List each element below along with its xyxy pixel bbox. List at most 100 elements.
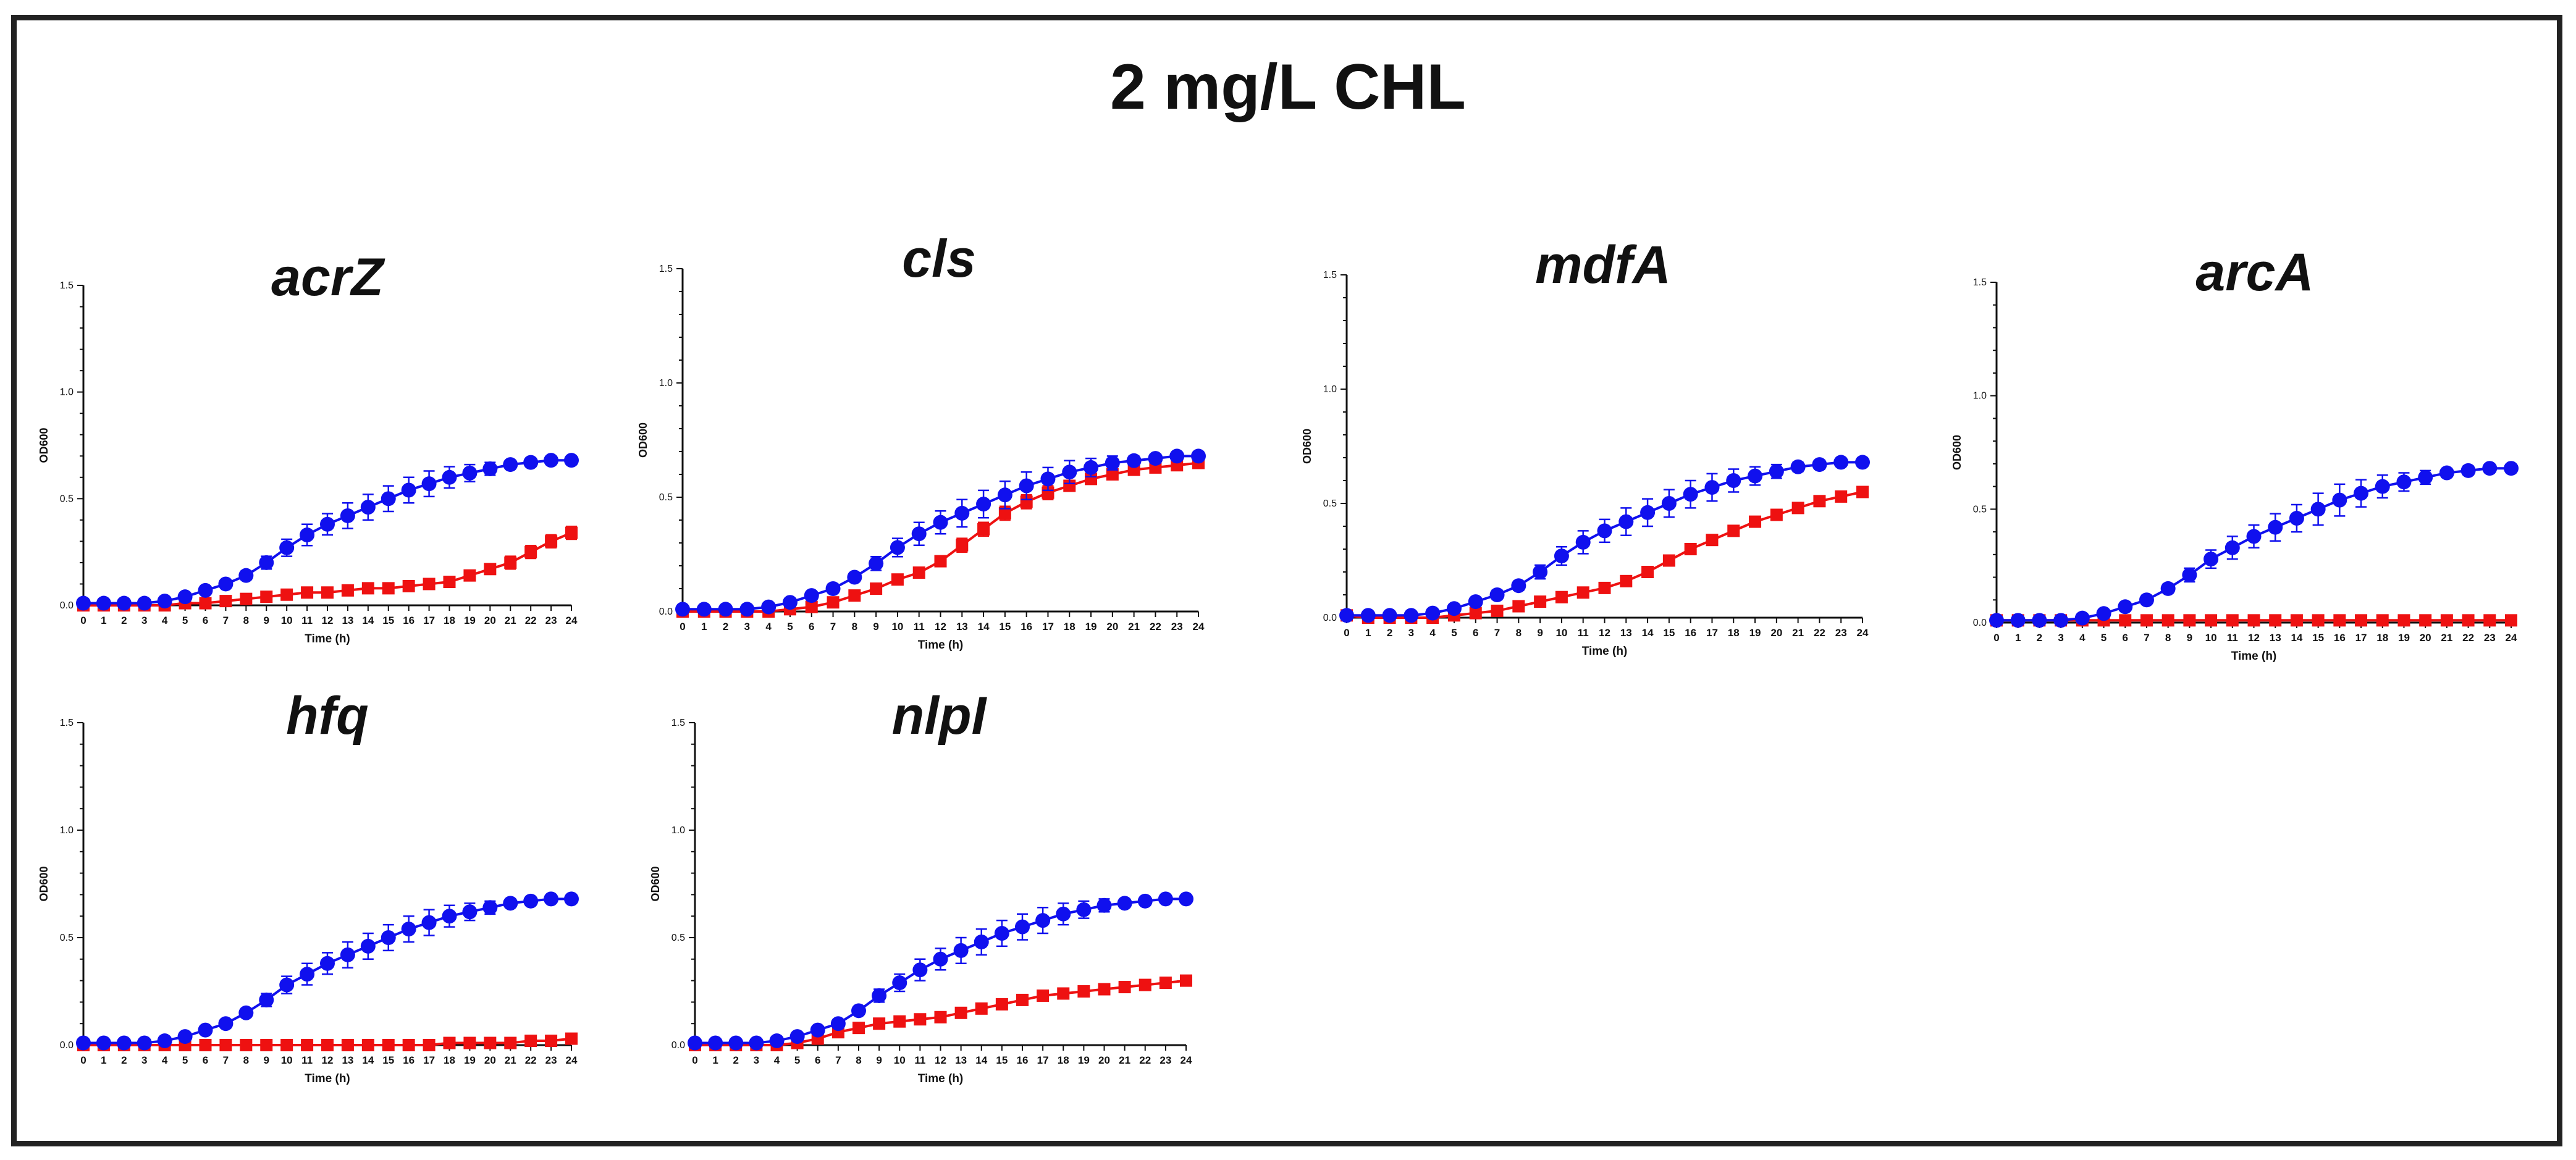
y-tick-label: 0.0 — [659, 607, 673, 617]
data-point-circle — [1661, 496, 1677, 511]
x-axis-title: Time (h) — [305, 633, 350, 645]
data-point-square — [2397, 614, 2410, 627]
x-tick-label: 22 — [1139, 1054, 1151, 1066]
y-tick-label: 1.0 — [1973, 391, 1987, 401]
x-tick-label: 7 — [830, 621, 836, 633]
series-red — [676, 456, 1205, 618]
x-tick-label: 16 — [2334, 632, 2346, 644]
data-point-circle — [2010, 613, 2026, 628]
x-tick-label: 13 — [955, 1054, 967, 1066]
data-point-circle — [462, 465, 478, 481]
data-point-square — [1106, 468, 1119, 481]
data-point-square — [402, 1039, 415, 1051]
x-axis-title: Time (h) — [918, 639, 964, 652]
data-point-circle — [1056, 906, 1071, 922]
x-tick-label: 2 — [723, 621, 728, 633]
data-point-circle — [1533, 565, 1548, 579]
data-point-circle — [116, 1035, 132, 1051]
x-tick-label: 9 — [876, 1054, 882, 1066]
x-tick-label: 15 — [999, 621, 1011, 633]
data-point-square — [1159, 977, 1172, 990]
x-tick-label: 24 — [566, 1054, 578, 1066]
data-point-square — [484, 563, 497, 576]
data-point-circle — [953, 943, 969, 958]
x-tick-label: 5 — [182, 615, 188, 626]
x-tick-label: 5 — [182, 1054, 188, 1066]
data-point-square — [321, 1039, 334, 1051]
x-tick-label: 6 — [1473, 627, 1478, 639]
data-point-circle — [1105, 455, 1120, 471]
data-point-circle — [279, 540, 295, 555]
data-point-square — [1139, 978, 1151, 991]
data-point-square — [873, 1017, 886, 1030]
data-point-square — [565, 1032, 578, 1045]
x-tick-label: 21 — [2441, 632, 2452, 644]
data-point-square — [912, 566, 925, 579]
data-point-circle — [503, 457, 518, 473]
data-point-circle — [1683, 487, 1698, 502]
chart-title: acrZ — [271, 248, 385, 307]
x-tick-label: 20 — [484, 615, 496, 626]
data-point-square — [423, 1039, 436, 1051]
data-point-circle — [2096, 606, 2111, 621]
x-tick-label: 10 — [281, 615, 293, 626]
y-tick-label: 0.0 — [1973, 618, 1987, 628]
y-tick-label: 0.5 — [671, 933, 685, 943]
x-tick-label: 21 — [1792, 627, 1804, 639]
y-tick-label: 1.0 — [60, 825, 74, 836]
y-axis-title: OD600 — [38, 866, 50, 901]
data-point-square — [1835, 490, 1848, 503]
data-point-circle — [442, 469, 457, 485]
y-tick-label: 0.0 — [60, 600, 74, 611]
data-point-square — [1180, 974, 1192, 987]
x-tick-label: 11 — [914, 621, 925, 633]
x-tick-label: 0 — [80, 1054, 86, 1066]
x-tick-label: 5 — [2101, 632, 2107, 644]
y-tick-label: 1.0 — [60, 387, 74, 398]
data-point-square — [199, 1039, 212, 1051]
x-tick-label: 12 — [935, 621, 946, 633]
data-point-circle — [890, 540, 905, 555]
x-tick-label: 23 — [545, 615, 557, 626]
data-point-square — [1016, 993, 1029, 1006]
data-point-circle — [1554, 548, 1569, 564]
data-point-circle — [76, 1035, 91, 1051]
x-tick-label: 9 — [873, 621, 878, 633]
x-tick-label: 9 — [264, 615, 269, 626]
x-tick-label: 10 — [894, 1054, 906, 1066]
data-point-square — [1098, 983, 1111, 996]
data-point-circle — [96, 1035, 111, 1051]
data-point-circle — [769, 1033, 785, 1049]
data-point-circle — [847, 569, 862, 585]
data-point-circle — [523, 893, 539, 909]
data-point-circle — [974, 934, 989, 949]
y-tick-label: 0.5 — [60, 933, 74, 943]
data-point-circle — [911, 526, 927, 542]
data-point-circle — [462, 904, 478, 920]
data-point-circle — [218, 1016, 234, 1032]
data-point-circle — [1446, 601, 1462, 616]
data-point-square — [361, 1039, 374, 1051]
data-point-circle — [1769, 464, 1784, 479]
data-point-circle — [2225, 540, 2240, 555]
x-tick-label: 6 — [203, 1054, 208, 1066]
data-point-circle — [1833, 455, 1849, 470]
data-point-square — [1706, 534, 1719, 547]
data-point-circle — [997, 487, 1012, 503]
y-axis-title: OD600 — [38, 427, 50, 463]
data-point-circle — [830, 1016, 846, 1032]
data-point-square — [914, 1013, 927, 1026]
series-red — [1990, 614, 2517, 627]
data-point-square — [2140, 614, 2153, 627]
data-point-circle — [2053, 613, 2069, 628]
y-tick-label: 1.0 — [659, 378, 673, 389]
data-point-circle — [442, 909, 457, 924]
data-point-circle — [1158, 891, 1173, 907]
y-tick-label: 1.5 — [1973, 277, 1987, 288]
data-point-square — [1662, 554, 1675, 567]
x-tick-label: 2 — [2037, 632, 2042, 644]
x-tick-label: 6 — [815, 1054, 820, 1066]
data-point-square — [934, 1011, 947, 1023]
x-tick-label: 21 — [1119, 1054, 1130, 1066]
